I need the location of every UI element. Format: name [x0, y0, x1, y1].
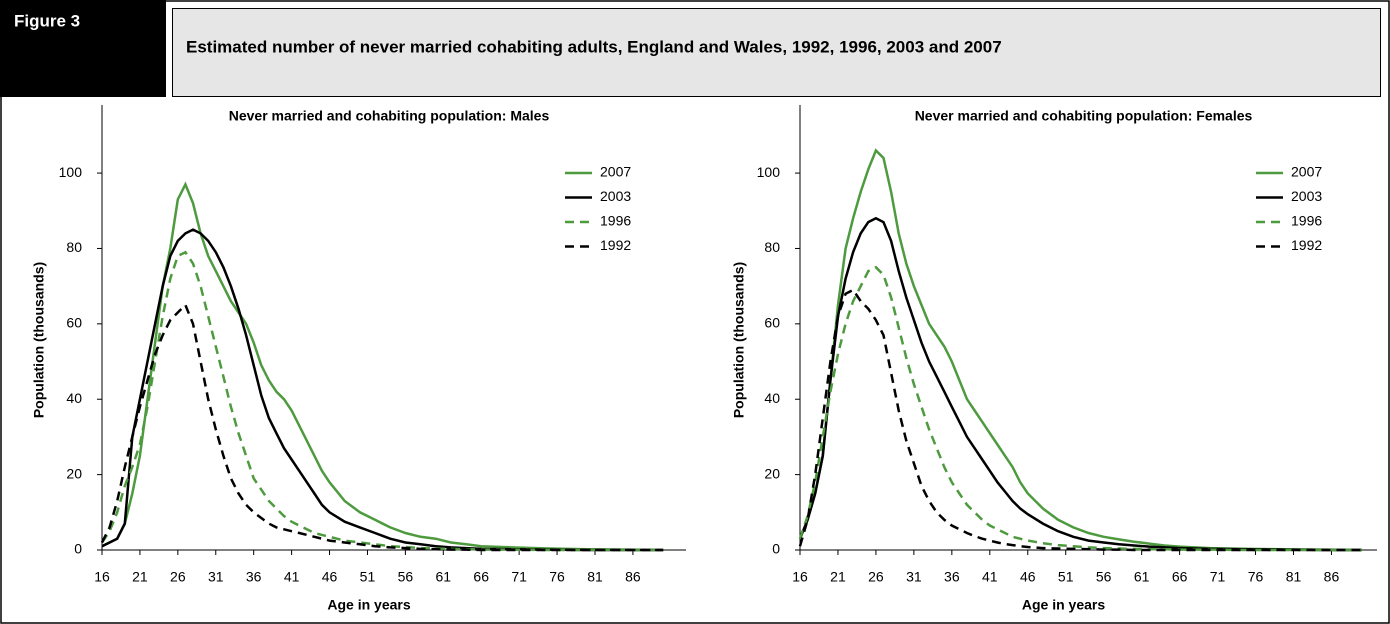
x-tick-label: 16	[792, 569, 808, 585]
y-tick-label: 0	[772, 541, 780, 557]
x-tick-label: 86	[1324, 569, 1340, 585]
x-axis-title: Age in years	[327, 597, 410, 613]
figure-label-box	[0, 0, 166, 97]
x-tick-label: 61	[436, 569, 452, 585]
series-line	[798, 288, 1362, 552]
y-tick-label: 20	[66, 465, 82, 481]
y-axis-title: Population (thousands)	[31, 262, 47, 418]
figure-title: Estimated number of never married cohabi…	[186, 37, 1002, 56]
series-line	[798, 216, 1362, 552]
series-line	[798, 265, 1362, 552]
x-tick-label: 41	[982, 569, 998, 585]
x-tick-label: 31	[906, 569, 922, 585]
y-tick-label: 80	[66, 239, 82, 255]
x-tick-label: 56	[1096, 569, 1112, 585]
x-tick-label: 46	[322, 569, 338, 585]
chart-title: Never married and cohabiting population:…	[229, 108, 550, 124]
series-line	[798, 148, 1362, 552]
x-tick-label: 16	[94, 569, 110, 585]
x-tick-label: 76	[549, 569, 565, 585]
y-tick-label: 60	[764, 315, 780, 331]
series-line	[100, 302, 664, 552]
x-axis-title: Age in years	[1022, 597, 1105, 613]
y-tick-label: 80	[764, 239, 780, 255]
x-tick-label: 21	[830, 569, 846, 585]
legend-label: 2007	[600, 164, 631, 180]
x-tick-label: 51	[360, 569, 376, 585]
y-tick-label: 100	[59, 164, 83, 180]
x-tick-label: 36	[944, 569, 960, 585]
series-line	[101, 228, 664, 552]
x-tick-label: 26	[868, 569, 884, 585]
legend-label: 1992	[1291, 237, 1322, 253]
y-tick-label: 60	[66, 315, 82, 331]
x-tick-label: 61	[1134, 569, 1150, 585]
x-tick-label: 81	[587, 569, 603, 585]
y-axis-title: Population (thousands)	[731, 262, 747, 418]
y-tick-label: 40	[66, 390, 82, 406]
x-tick-label: 81	[1286, 569, 1302, 585]
x-tick-label: 46	[1020, 569, 1036, 585]
chart-title: Never married and cohabiting population:…	[915, 108, 1253, 124]
x-tick-label: 36	[246, 569, 262, 585]
legend-label: 1996	[600, 213, 631, 229]
x-tick-label: 56	[398, 569, 414, 585]
x-tick-label: 71	[1210, 569, 1226, 585]
y-tick-label: 100	[757, 164, 781, 180]
x-tick-label: 26	[170, 569, 186, 585]
series-line	[100, 250, 664, 552]
legend-label: 2007	[1291, 164, 1322, 180]
legend-label: 2003	[600, 188, 631, 204]
x-tick-label: 21	[132, 569, 148, 585]
y-tick-label: 20	[764, 465, 780, 481]
legend-label: 2003	[1291, 188, 1322, 204]
x-tick-label: 31	[208, 569, 224, 585]
title-box	[172, 8, 1381, 97]
y-tick-label: 0	[74, 541, 82, 557]
x-tick-label: 41	[284, 569, 300, 585]
x-tick-label: 51	[1058, 569, 1074, 585]
y-tick-label: 40	[764, 390, 780, 406]
x-tick-label: 66	[1172, 569, 1188, 585]
x-tick-label: 76	[1248, 569, 1264, 585]
series-line	[101, 181, 664, 552]
x-tick-label: 86	[625, 569, 641, 585]
legend-label: 1992	[600, 237, 631, 253]
legend-label: 1996	[1291, 213, 1322, 229]
x-tick-label: 66	[473, 569, 489, 585]
x-tick-label: 71	[511, 569, 527, 585]
figure-label: Figure 3	[14, 11, 80, 30]
